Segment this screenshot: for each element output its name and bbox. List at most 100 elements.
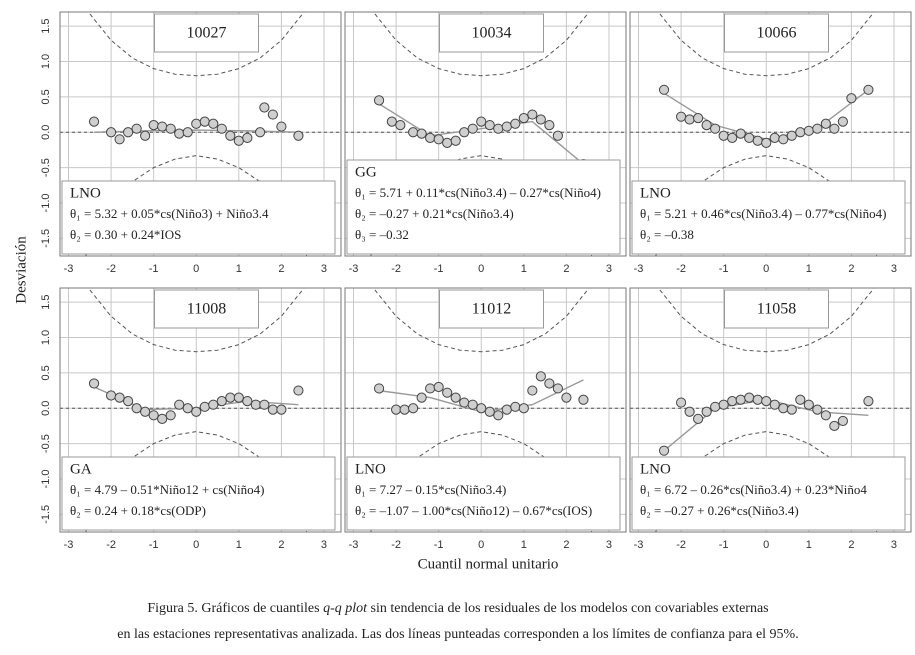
annotation-box (61, 456, 336, 531)
x-tick-label: 0 (193, 263, 199, 275)
confidence-band (87, 288, 305, 353)
point (459, 127, 470, 138)
y-tick-label: -1.0 (40, 193, 52, 212)
point (208, 399, 219, 410)
confidence-band (372, 12, 590, 77)
x-tick-label: -1 (719, 263, 729, 275)
confidence-band (372, 288, 590, 353)
point (105, 127, 117, 138)
point (727, 396, 738, 407)
x-tick-label: 3 (606, 539, 612, 551)
point (752, 394, 763, 405)
point (123, 127, 134, 138)
point (744, 132, 755, 143)
point (837, 116, 848, 127)
point (442, 137, 453, 148)
point (373, 383, 385, 394)
caption-text: Figura 5. Gráficos de cuantiles (147, 601, 323, 616)
y-tick-label: -1.0 (40, 469, 52, 488)
point (140, 406, 151, 417)
x-tick-label: -3 (634, 263, 644, 275)
x-tick-label: 2 (278, 539, 284, 551)
annotation-box (61, 180, 336, 255)
point (710, 123, 721, 134)
x-tick-label: -1 (434, 539, 444, 551)
x-tick-label: -2 (676, 539, 686, 551)
panel-title: 11008 (187, 301, 226, 318)
point (182, 127, 193, 138)
equation: θ₁ = 4.79 – 0.51*Niño12 + cs(Niño4) (70, 482, 264, 497)
panel-border (344, 11, 627, 257)
confidence-band (657, 12, 875, 77)
x-tick-label: -1 (434, 263, 444, 275)
x-tick-label: 2 (848, 263, 854, 275)
panel-title: 11012 (472, 301, 511, 318)
point (501, 404, 512, 415)
point (863, 84, 874, 95)
point (820, 410, 831, 421)
point (433, 134, 444, 145)
x-tick-label: -2 (106, 263, 116, 275)
caption-text: sin tendencia de los residuales de los m… (367, 601, 769, 616)
y-tick-label: -0.5 (40, 434, 52, 453)
point (820, 118, 831, 129)
point (701, 406, 712, 417)
point (174, 399, 185, 410)
point (803, 125, 814, 136)
point (88, 378, 100, 389)
caption-line: en las estaciones representativas analiz… (117, 627, 798, 642)
caption-text: q-q plot (323, 601, 368, 616)
x-tick-label: -3 (64, 539, 74, 551)
point (761, 396, 772, 407)
x-tick-label: 3 (321, 263, 327, 275)
panel-border (59, 287, 342, 533)
point (761, 137, 772, 148)
point (527, 385, 538, 396)
point (829, 123, 840, 134)
point (769, 132, 780, 143)
point (267, 404, 278, 415)
plot-content (345, 12, 626, 256)
point (786, 404, 797, 415)
point (259, 102, 270, 113)
point (148, 410, 159, 421)
point (846, 93, 857, 104)
point (123, 396, 134, 407)
point (250, 399, 261, 410)
x-axis-label: Cuantil normal unitario (418, 556, 559, 572)
point (233, 135, 244, 146)
panel: -3 -2 -1 0 1 2 3 1.5 1.0 0.5 0.0 -0.5 -1.0 -1.5 10027 L… (40, 11, 342, 275)
point (675, 111, 687, 122)
point (544, 378, 555, 389)
fit-curve (378, 103, 584, 165)
title-box (439, 289, 544, 329)
point (395, 120, 406, 131)
point (174, 128, 185, 139)
point (578, 394, 589, 405)
y-tick-label: 0.0 (40, 401, 52, 416)
point (293, 385, 304, 396)
panel: -3 -2 -1 0 1 2 3 10066 LNO θ₁ = 5.21 + 0.46*cs(Ni… (629, 11, 912, 275)
point (225, 392, 236, 403)
x-tick-label: 3 (891, 263, 897, 275)
title-box (724, 289, 829, 329)
point (544, 120, 555, 131)
x-tick-label: -2 (676, 263, 686, 275)
x-tick-label: 0 (478, 263, 484, 275)
point (675, 397, 687, 408)
model-name: GG (355, 164, 377, 180)
annotation-box (631, 456, 906, 531)
point (484, 120, 495, 131)
point (693, 413, 704, 424)
point (786, 130, 797, 141)
panel: -3 -2 -1 0 1 2 3 11058 LNO θ₁ = 6.72 – 0.26*cs(Ni… (629, 287, 912, 551)
panel-border (629, 11, 912, 257)
point (718, 399, 729, 410)
point (148, 120, 159, 131)
point (795, 127, 806, 138)
point (191, 118, 202, 129)
point (442, 387, 453, 398)
point (518, 403, 529, 414)
equation: θ₃ = –0.32 (355, 227, 409, 242)
point (727, 132, 738, 143)
